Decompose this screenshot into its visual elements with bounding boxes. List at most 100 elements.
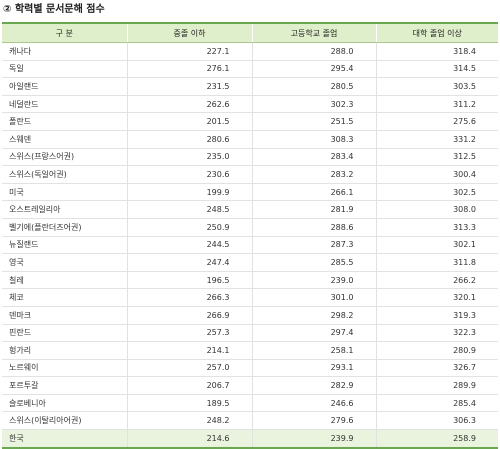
table-row: 네덜란드 262.6 302.3 311.2 [2, 95, 498, 114]
middle-school-score-cell: 244.5 [126, 236, 252, 255]
middle-school-score-cell: 201.5 [126, 112, 252, 131]
middle-school-score-cell: 248.5 [126, 200, 252, 219]
high-school-score-cell: 287.3 [251, 236, 376, 255]
high-school-score-cell: 280.5 [251, 77, 376, 96]
high-school-score-cell: 302.3 [251, 95, 376, 114]
middle-school-score-cell: 235.0 [126, 148, 252, 167]
table-row: 슬로베니아 189.5 246.6 285.4 [2, 394, 498, 413]
college-score-cell: 289.9 [375, 376, 498, 395]
high-school-score-cell: 246.6 [251, 394, 376, 413]
college-score-cell: 300.4 [375, 165, 498, 184]
table-row: 미국 199.9 266.1 302.5 [2, 183, 498, 202]
table-row: 한국 214.6 239.9 258.9 [2, 429, 498, 449]
table-row: 핀란드 257.3 297.4 322.3 [2, 324, 498, 343]
high-school-score-cell: 239.0 [251, 271, 376, 290]
country-cell: 뉴질랜드 [2, 236, 127, 255]
college-score-cell: 314.5 [375, 60, 498, 79]
middle-school-score-cell: 257.3 [126, 324, 252, 343]
table-row: 스웨덴 280.6 308.3 331.2 [2, 130, 498, 149]
country-cell: 독일 [2, 60, 127, 79]
country-cell: 포르투갈 [2, 376, 127, 395]
table-row: 벨기에(플란더즈어권) 250.9 288.6 313.3 [2, 218, 498, 237]
table-row: 아일랜드 231.5 280.5 303.5 [2, 77, 498, 96]
high-school-score-cell: 297.4 [251, 324, 376, 343]
high-school-score-cell: 266.1 [251, 183, 376, 202]
country-cell: 스위스(이탈리아어권) [2, 411, 127, 431]
country-cell: 영국 [2, 253, 127, 272]
high-school-score-cell: 251.5 [251, 112, 376, 131]
table-row: 폴란드 201.5 251.5 275.6 [2, 112, 498, 131]
country-cell: 핀란드 [2, 324, 127, 343]
high-school-score-cell: 308.3 [251, 130, 376, 149]
middle-school-score-cell: 248.2 [126, 411, 252, 431]
middle-school-score-cell: 257.0 [126, 359, 252, 378]
middle-school-score-cell: 227.1 [126, 42, 252, 61]
college-score-cell: 266.2 [375, 271, 498, 290]
college-score-cell: 285.4 [375, 394, 498, 413]
header-row: 구 분 중졸 이하 고등학교 졸업 대학 졸업 이상 [2, 22, 498, 43]
college-score-cell: 326.7 [375, 359, 498, 378]
table-row: 스위스(독일어권) 230.6 283.2 300.4 [2, 165, 498, 184]
college-score-cell: 275.6 [375, 112, 498, 131]
middle-school-score-cell: 231.5 [126, 77, 252, 96]
high-school-score-cell: 288.0 [251, 42, 376, 61]
middle-school-score-cell: 266.9 [126, 306, 252, 325]
high-school-score-cell: 258.1 [251, 341, 376, 360]
middle-school-score-cell: 199.9 [126, 183, 252, 202]
country-cell: 오스트레일리아 [2, 200, 127, 219]
middle-school-score-cell: 280.6 [126, 130, 252, 149]
country-cell: 노르웨이 [2, 359, 127, 378]
country-cell: 폴란드 [2, 112, 127, 131]
header-college-graduate-or-above: 대학 졸업 이상 [375, 22, 498, 43]
country-cell: 덴마크 [2, 306, 127, 325]
table-row: 포르투갈 206.7 282.9 289.9 [2, 376, 498, 395]
college-score-cell: 312.5 [375, 148, 498, 167]
middle-school-score-cell: 276.1 [126, 60, 252, 79]
high-school-score-cell: 279.6 [251, 411, 376, 431]
country-cell: 캐나다 [2, 42, 127, 61]
header-middle-school-or-below: 중졸 이하 [126, 22, 252, 43]
table-row: 뉴질랜드 244.5 287.3 302.1 [2, 236, 498, 255]
table-row: 영국 247.4 285.5 311.8 [2, 253, 498, 272]
table-row: 노르웨이 257.0 293.1 326.7 [2, 359, 498, 378]
table-row: 오스트레일리아 248.5 281.9 308.0 [2, 200, 498, 219]
country-cell: 아일랜드 [2, 77, 127, 96]
country-cell: 스위스(독일어권) [2, 165, 127, 184]
high-school-score-cell: 293.1 [251, 359, 376, 378]
middle-school-score-cell: 266.3 [126, 288, 252, 307]
college-score-cell: 302.1 [375, 236, 498, 255]
middle-school-score-cell: 206.7 [126, 376, 252, 395]
country-cell: 스위스(프랑스어권) [2, 148, 127, 167]
middle-school-score-cell: 214.6 [126, 429, 252, 449]
table-row: 스위스(이탈리아어권) 248.2 279.6 306.3 [2, 411, 498, 431]
middle-school-score-cell: 230.6 [126, 165, 252, 184]
college-score-cell: 258.9 [375, 429, 498, 449]
college-score-cell: 318.4 [375, 42, 498, 61]
middle-school-score-cell: 189.5 [126, 394, 252, 413]
country-cell: 슬로베니아 [2, 394, 127, 413]
high-school-score-cell: 285.5 [251, 253, 376, 272]
middle-school-score-cell: 250.9 [126, 218, 252, 237]
country-cell: 네덜란드 [2, 95, 127, 114]
college-score-cell: 280.9 [375, 341, 498, 360]
high-school-score-cell: 288.6 [251, 218, 376, 237]
country-cell: 스웨덴 [2, 130, 127, 149]
country-cell: 헝가리 [2, 341, 127, 360]
college-score-cell: 311.8 [375, 253, 498, 272]
high-school-score-cell: 282.9 [251, 376, 376, 395]
college-score-cell: 331.2 [375, 130, 498, 149]
high-school-score-cell: 239.9 [251, 429, 376, 449]
country-cell: 미국 [2, 183, 127, 202]
table-row: 헝가리 214.1 258.1 280.9 [2, 341, 498, 360]
high-school-score-cell: 295.4 [251, 60, 376, 79]
country-cell: 체코 [2, 288, 127, 307]
college-score-cell: 303.5 [375, 77, 498, 96]
college-score-cell: 322.3 [375, 324, 498, 343]
college-score-cell: 302.5 [375, 183, 498, 202]
table-row: 칠레 196.5 239.0 266.2 [2, 271, 498, 290]
college-score-cell: 320.1 [375, 288, 498, 307]
header-category: 구 분 [2, 22, 127, 43]
college-score-cell: 308.0 [375, 200, 498, 219]
country-cell: 벨기에(플란더즈어권) [2, 218, 127, 237]
country-cell: 한국 [2, 429, 127, 449]
